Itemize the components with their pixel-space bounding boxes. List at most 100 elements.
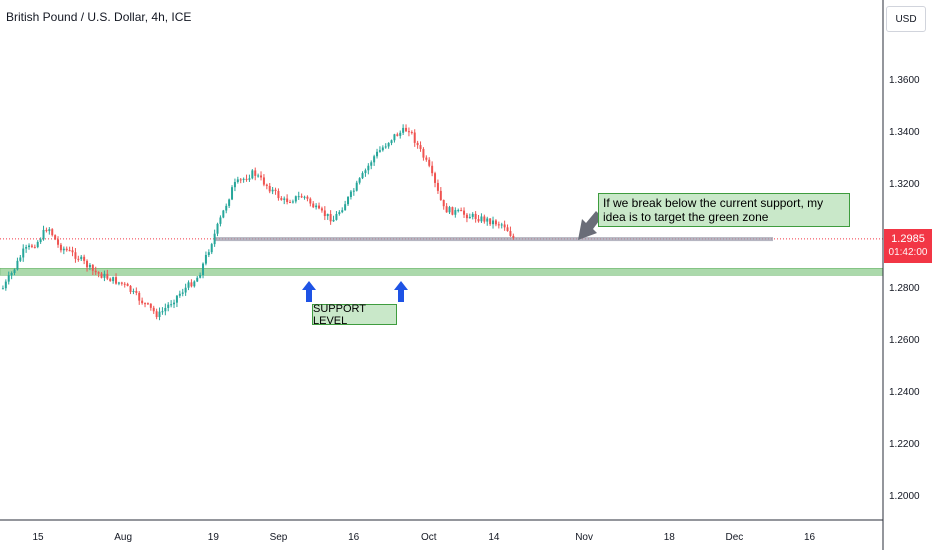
candle xyxy=(216,222,219,237)
arrows-layer xyxy=(302,211,602,302)
candle xyxy=(425,155,428,162)
candle xyxy=(103,270,106,282)
blue-up-arrow-icon[interactable] xyxy=(302,281,316,302)
x-tick-label: Dec xyxy=(725,532,743,543)
candle xyxy=(115,273,118,285)
candle xyxy=(57,236,60,248)
x-axis-labels[interactable]: 15 Aug 19 Sep 16 Oct 14 Nov 18 Dec 16 xyxy=(32,532,815,543)
x-tick-label: 16 xyxy=(804,532,816,543)
candle xyxy=(7,271,10,285)
candle xyxy=(286,194,289,205)
candle xyxy=(68,246,71,252)
candle xyxy=(309,197,312,207)
candle xyxy=(184,283,187,296)
candle xyxy=(219,215,222,227)
candle xyxy=(477,214,480,223)
candle xyxy=(364,168,367,177)
candle xyxy=(233,178,236,192)
candle xyxy=(419,141,422,152)
candle xyxy=(51,228,54,237)
y-tick-label: 1.3600 xyxy=(889,75,920,86)
candle xyxy=(291,199,294,204)
current-price-value: 1.2985 xyxy=(891,233,925,245)
candle xyxy=(257,173,260,178)
candle xyxy=(146,302,149,306)
candle xyxy=(42,225,45,241)
candle xyxy=(268,183,271,194)
y-axis-labels[interactable]: 1.3600 1.3400 1.3200 1.2800 1.2600 1.2400 1.22… xyxy=(889,75,920,502)
candle xyxy=(207,249,210,258)
candle xyxy=(393,133,396,143)
candle xyxy=(434,171,437,188)
candle xyxy=(512,233,515,240)
support-level-label[interactable]: SUPPORT LEVEL xyxy=(312,303,397,327)
candle xyxy=(117,281,120,286)
candle xyxy=(465,212,468,223)
candle xyxy=(97,271,100,278)
candle xyxy=(193,280,196,288)
x-tick-label: 15 xyxy=(32,532,44,543)
candle xyxy=(45,227,48,233)
candle xyxy=(175,294,178,308)
y-tick-label: 1.2600 xyxy=(889,335,920,346)
candle xyxy=(312,201,315,209)
blue-up-arrow-icon[interactable] xyxy=(394,281,408,302)
candle xyxy=(210,242,213,255)
x-tick-label: 18 xyxy=(664,532,676,543)
candle xyxy=(442,199,445,210)
candle xyxy=(289,199,292,204)
candle xyxy=(384,143,387,149)
candle xyxy=(303,195,306,200)
candle xyxy=(413,129,416,147)
currency-button[interactable]: USD xyxy=(886,6,926,32)
candle xyxy=(416,140,419,149)
x-tick-label: Aug xyxy=(114,532,132,543)
candle xyxy=(152,305,155,314)
gray-callout-arrow-icon[interactable] xyxy=(578,211,602,240)
candle xyxy=(225,203,228,214)
candle xyxy=(248,174,251,182)
x-tick-label: 19 xyxy=(208,532,220,543)
candle xyxy=(129,285,132,295)
candle xyxy=(352,188,355,196)
candle xyxy=(471,212,474,220)
candle xyxy=(155,308,158,320)
candle xyxy=(4,279,7,291)
candle xyxy=(399,130,402,139)
candle xyxy=(100,272,103,279)
candle xyxy=(344,200,347,211)
candle xyxy=(196,276,199,283)
candle xyxy=(190,279,193,288)
candle xyxy=(88,262,91,271)
support-zone-rect[interactable] xyxy=(215,237,773,242)
candle xyxy=(202,262,205,279)
candle xyxy=(341,207,344,214)
candle xyxy=(355,180,358,192)
candle xyxy=(271,186,274,195)
x-tick-label: Nov xyxy=(575,532,593,543)
candle xyxy=(149,303,152,311)
candle xyxy=(22,244,25,262)
candle xyxy=(126,282,129,287)
candle xyxy=(347,196,350,207)
candle xyxy=(265,183,268,190)
candle xyxy=(48,227,51,235)
candle xyxy=(164,303,167,316)
breakdown-note-box[interactable]: If we break below the current support, m… xyxy=(598,193,850,227)
target-zone-rect[interactable] xyxy=(0,268,884,276)
candle xyxy=(94,266,97,276)
candle xyxy=(228,198,231,208)
candle xyxy=(503,220,506,231)
y-tick-label: 1.2400 xyxy=(889,387,920,398)
candle xyxy=(132,288,135,295)
candle xyxy=(222,209,225,219)
candle xyxy=(80,254,83,261)
candle xyxy=(439,187,442,201)
chart-title: British Pound / U.S. Dollar, 4h, ICE xyxy=(6,10,192,24)
candle xyxy=(402,124,405,136)
candle xyxy=(358,177,361,185)
candle xyxy=(10,271,13,280)
candle xyxy=(39,237,42,244)
